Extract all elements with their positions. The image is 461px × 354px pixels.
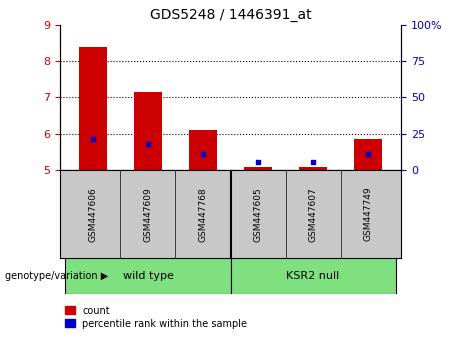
Point — [144, 141, 152, 147]
Text: GSM447607: GSM447607 — [308, 187, 318, 241]
Bar — [134, 92, 162, 170]
Bar — [355, 139, 382, 170]
Bar — [244, 167, 272, 170]
Point — [309, 159, 317, 165]
Bar — [65, 258, 230, 294]
Point — [199, 151, 207, 156]
Point — [254, 159, 262, 165]
Bar — [299, 167, 327, 170]
Text: GSM447768: GSM447768 — [199, 187, 207, 241]
Legend: count, percentile rank within the sample: count, percentile rank within the sample — [65, 306, 247, 329]
Text: KSR2 null: KSR2 null — [286, 271, 340, 281]
Text: GSM447605: GSM447605 — [254, 187, 262, 241]
Bar — [189, 130, 217, 170]
Point — [89, 136, 97, 142]
Text: GSM447749: GSM447749 — [364, 187, 372, 241]
Text: wild type: wild type — [123, 271, 173, 281]
Bar — [79, 46, 106, 170]
Text: GSM447606: GSM447606 — [89, 187, 97, 241]
Point — [364, 151, 372, 156]
Bar — [230, 258, 396, 294]
Text: genotype/variation ▶: genotype/variation ▶ — [5, 271, 108, 281]
Text: GSM447609: GSM447609 — [143, 187, 153, 241]
Title: GDS5248 / 1446391_at: GDS5248 / 1446391_at — [150, 8, 311, 22]
